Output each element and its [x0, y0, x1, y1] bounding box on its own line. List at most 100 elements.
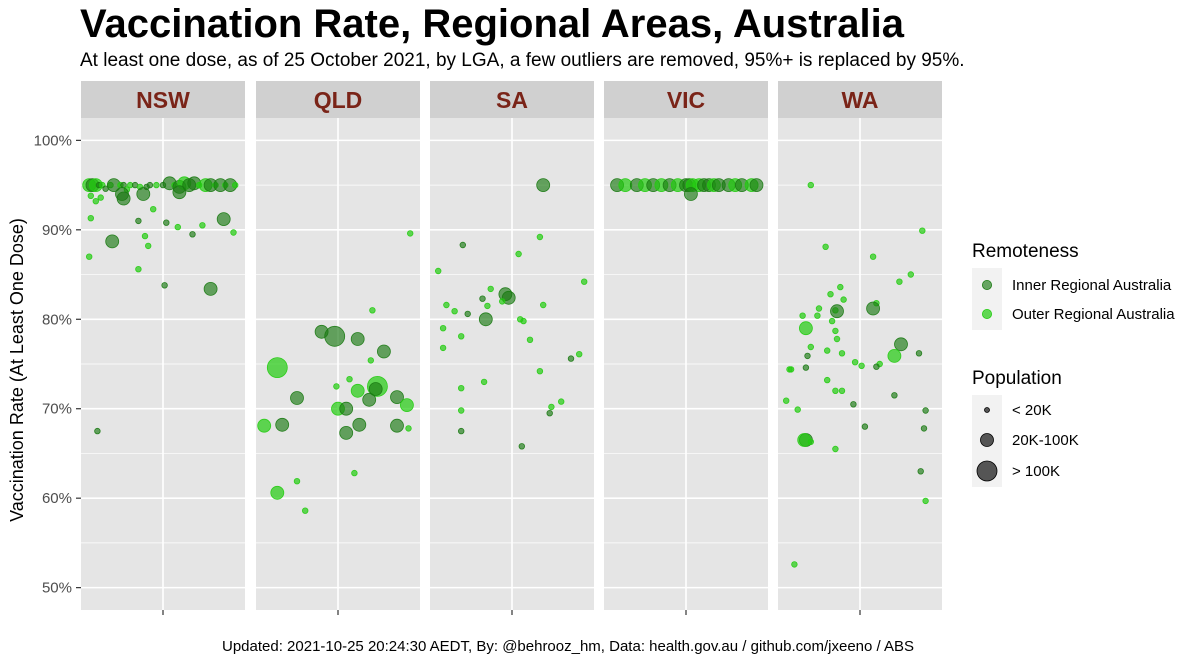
data-point-outer	[350, 383, 365, 398]
data-point-inner	[894, 337, 908, 352]
data-point-outer	[399, 398, 414, 413]
data-point-inner	[922, 407, 929, 414]
data-point-outer	[576, 351, 583, 358]
data-point-inner	[459, 241, 466, 249]
data-point-inner	[105, 234, 120, 249]
data-point-outer	[869, 253, 877, 260]
data-point-outer	[484, 302, 491, 310]
strip-label-vic: VIC	[667, 87, 705, 113]
data-point-inner	[546, 410, 553, 417]
strip-background	[604, 81, 768, 118]
data-point-inner	[479, 295, 486, 302]
data-point-outer	[540, 301, 547, 309]
data-point-outer	[824, 347, 831, 354]
data-point-outer	[257, 418, 272, 433]
panel-vic: VIC	[604, 81, 768, 615]
data-point-inner	[536, 178, 551, 193]
legend-remoteness-keys-bg	[972, 268, 1002, 330]
legend: Remoteness Inner Regional Australia Oute…	[972, 241, 1175, 487]
data-point-outer	[346, 376, 353, 383]
data-point-outer	[922, 497, 929, 505]
legend-size-medium-label: 20K-100K	[1012, 432, 1079, 449]
legend-inner-label: Inner Regional Australia	[1012, 277, 1172, 294]
data-point-inner	[915, 350, 923, 357]
data-point-outer	[405, 425, 412, 432]
data-point-inner	[376, 344, 391, 359]
data-point-outer	[85, 253, 93, 260]
data-point-outer	[791, 561, 798, 568]
data-point-outer	[458, 333, 465, 340]
data-point-outer	[293, 478, 301, 485]
data-point-outer	[458, 385, 465, 392]
y-axis-label: Vaccination Rate (At Least One Dose)	[7, 218, 27, 522]
data-point-outer	[87, 214, 94, 222]
legend-remoteness-title: Remoteness	[972, 241, 1079, 262]
data-point-outer	[499, 298, 506, 305]
data-point-inner	[290, 391, 304, 405]
data-point-outer	[581, 278, 588, 285]
data-point-outer	[526, 336, 534, 343]
data-point-outer	[407, 230, 414, 237]
data-point-inner	[861, 423, 869, 430]
strip-background	[778, 81, 942, 118]
data-point-outer	[439, 325, 447, 332]
data-point-inner	[172, 185, 187, 200]
data-point-inner	[146, 181, 154, 189]
data-point-outer	[480, 378, 488, 386]
data-point-inner	[390, 418, 404, 433]
data-point-outer	[851, 359, 859, 366]
y-tick-label: 100%	[34, 132, 72, 149]
strip-label-sa: SA	[496, 87, 528, 113]
data-point-outer	[369, 307, 376, 314]
data-point-outer	[807, 343, 814, 351]
data-point-inner	[339, 425, 354, 440]
data-point-inner	[850, 401, 857, 408]
data-point-inner	[684, 187, 698, 201]
panel-qld: QLD	[256, 81, 420, 615]
data-point-inner	[352, 417, 367, 432]
data-point-inner	[567, 355, 575, 362]
data-point-inner	[891, 392, 898, 399]
data-point-outer	[92, 197, 99, 205]
data-point-outer	[799, 312, 806, 319]
legend-inner-swatch	[982, 279, 993, 290]
data-point-outer	[435, 267, 442, 275]
strip-label-qld: QLD	[314, 87, 363, 113]
data-point-inner	[830, 304, 844, 319]
data-point-outer	[827, 291, 834, 298]
data-point-outer	[838, 387, 846, 394]
data-point-outer	[787, 366, 795, 373]
data-point-outer	[815, 305, 823, 312]
strip-label-nsw: NSW	[136, 87, 190, 113]
data-point-inner	[917, 468, 924, 475]
data-point-outer	[439, 344, 447, 352]
data-point-outer	[814, 312, 821, 319]
data-point-outer	[558, 398, 565, 405]
data-point-outer	[907, 271, 914, 278]
data-point-outer	[351, 469, 358, 477]
data-point-outer	[794, 406, 801, 413]
data-point-outer	[548, 403, 555, 411]
data-point-outer	[451, 308, 458, 315]
data-point-outer	[822, 243, 829, 250]
data-point-outer	[174, 223, 181, 231]
data-point-outer	[520, 317, 527, 325]
data-point-outer	[832, 387, 839, 394]
data-point-outer	[144, 242, 152, 250]
data-point-outer	[135, 266, 142, 273]
data-point-outer	[487, 285, 494, 293]
data-point-outer	[302, 507, 309, 514]
data-point-inner	[518, 443, 525, 450]
legend-size-small-label: < 20K	[1012, 402, 1052, 419]
data-point-inner	[749, 178, 764, 193]
legend-size-large-label: > 100K	[1012, 463, 1060, 480]
data-point-outer	[824, 376, 831, 384]
data-point-outer	[618, 178, 633, 193]
data-point-outer	[887, 348, 902, 363]
data-point-inner	[116, 191, 131, 206]
data-point-inner	[163, 219, 170, 226]
data-point-outer	[833, 335, 841, 343]
chart-caption: Updated: 2021-10-25 20:24:30 AEDT, By: @…	[222, 638, 915, 655]
strip-background	[81, 81, 245, 118]
data-point-inner	[390, 390, 404, 405]
